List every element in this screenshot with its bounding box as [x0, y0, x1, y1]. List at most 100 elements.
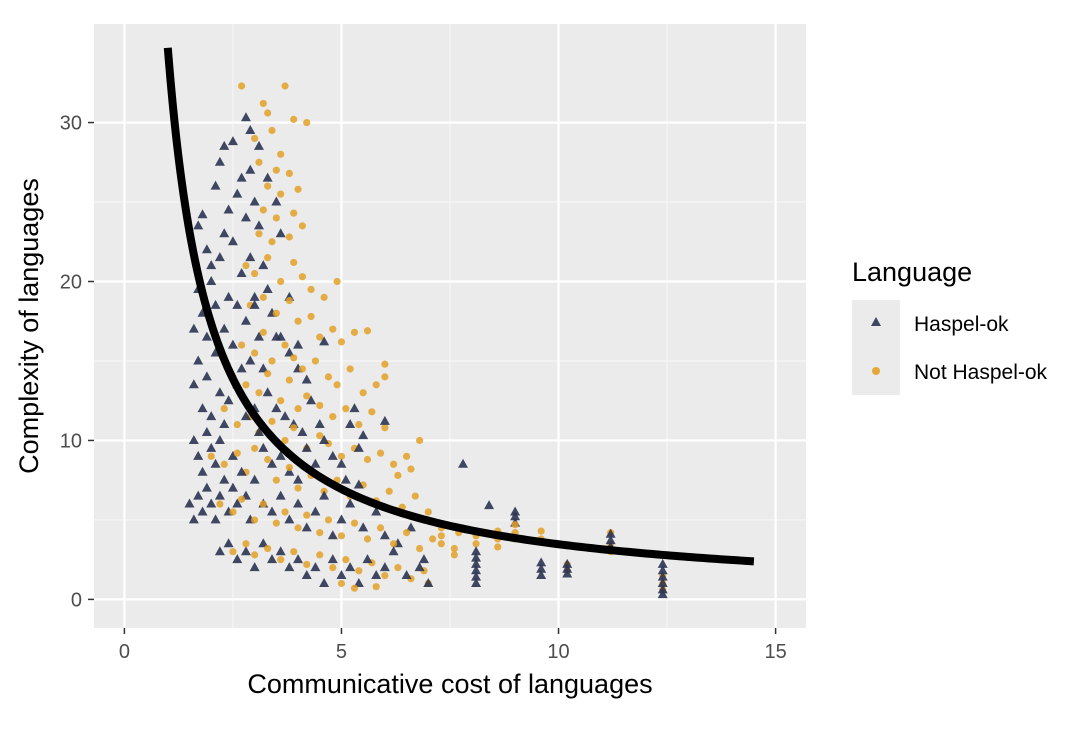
not-haspel-ok-point — [238, 341, 246, 349]
not-haspel-ok-point — [285, 169, 293, 178]
not-haspel-ok-point — [337, 579, 346, 588]
not-haspel-ok-point — [251, 516, 259, 524]
not-haspel-ok-point — [298, 365, 306, 373]
not-haspel-ok-point — [255, 389, 263, 397]
x-tick-label: 10 — [547, 641, 569, 663]
haspel-ok-point — [188, 379, 199, 389]
not-haspel-ok-point — [394, 564, 402, 572]
not-haspel-ok-point — [450, 551, 458, 559]
not-haspel-ok-point — [294, 524, 302, 532]
haspel-ok-point — [353, 442, 364, 452]
not-haspel-ok-point — [294, 317, 302, 325]
not-haspel-ok-point — [216, 500, 224, 508]
not-haspel-ok-point — [324, 373, 333, 381]
haspel-ok-point — [258, 260, 269, 270]
haspel-ok-point — [327, 530, 338, 540]
haspel-ok-point — [253, 220, 264, 230]
haspel-ok-point — [284, 562, 295, 572]
x-tick-label: 0 — [119, 641, 130, 663]
not-haspel-ok-point — [290, 258, 298, 267]
haspel-ok-point — [227, 482, 238, 492]
not-haspel-ok-point — [303, 118, 311, 127]
haspel-ok-point — [210, 458, 221, 468]
haspel-ok-point — [249, 196, 260, 206]
haspel-ok-point — [236, 268, 247, 278]
haspel-ok-point — [362, 554, 373, 564]
not-haspel-ok-point — [281, 82, 289, 90]
not-haspel-ok-point — [238, 82, 246, 90]
not-haspel-ok-point — [264, 254, 272, 262]
not-haspel-ok-point — [251, 444, 259, 452]
haspel-ok-point — [210, 299, 221, 309]
haspel-ok-point — [471, 546, 482, 556]
not-haspel-ok-point — [324, 516, 333, 524]
not-haspel-ok-point — [437, 540, 445, 548]
haspel-ok-point — [353, 479, 364, 489]
haspel-ok-point — [353, 577, 364, 587]
not-haspel-ok-point — [272, 519, 280, 527]
not-haspel-ok-point — [259, 328, 267, 336]
haspel-ok-point — [562, 558, 573, 568]
haspel-ok-point — [253, 140, 264, 150]
haspel-ok-point — [280, 411, 291, 421]
haspel-ok-point — [327, 450, 338, 460]
haspel-ok-point — [240, 112, 251, 122]
y-tick-label: 0 — [71, 589, 82, 611]
haspel-ok-point — [193, 355, 204, 365]
haspel-ok-point — [223, 395, 234, 405]
not-haspel-ok-point — [264, 455, 272, 464]
haspel-ok-point — [258, 538, 269, 548]
haspel-ok-point — [219, 419, 230, 429]
haspel-ok-point — [657, 558, 668, 568]
haspel-ok-point — [227, 136, 238, 146]
haspel-ok-point — [249, 474, 260, 484]
haspel-ok-point — [510, 506, 521, 516]
not-haspel-ok-point — [385, 487, 393, 495]
haspel-ok-point — [605, 535, 616, 545]
haspel-ok-point — [657, 571, 668, 581]
not-haspel-ok-point — [207, 452, 215, 460]
not-haspel-ok-point — [277, 190, 285, 198]
not-haspel-ok-point — [381, 360, 389, 368]
not-haspel-ok-point — [238, 495, 246, 503]
not-haspel-ok-point — [437, 532, 445, 540]
not-haspel-ok-point — [416, 436, 424, 445]
haspel-ok-point — [293, 498, 304, 508]
haspel-ok-point — [245, 164, 256, 174]
haspel-ok-point — [197, 209, 208, 219]
haspel-ok-point — [223, 538, 234, 548]
not-haspel-ok-point — [285, 296, 293, 305]
not-haspel-ok-point — [307, 312, 315, 321]
haspel-ok-point — [214, 434, 225, 444]
not-haspel-ok-point — [333, 381, 341, 389]
haspel-ok-point — [349, 403, 360, 413]
haspel-ok-point — [510, 511, 521, 521]
haspel-ok-point — [240, 315, 251, 325]
y-tick-label: 10 — [60, 430, 82, 452]
haspel-ok-point — [284, 514, 295, 524]
not-haspel-ok-point — [281, 436, 289, 445]
haspel-ok-point — [219, 228, 230, 238]
not-haspel-ok-point — [251, 269, 259, 278]
haspel-ok-point — [197, 506, 208, 516]
haspel-ok-point — [188, 323, 199, 333]
haspel-ok-point — [206, 275, 217, 285]
not-haspel-ok-point — [264, 109, 272, 117]
not-haspel-ok-point — [363, 535, 372, 543]
haspel-ok-point — [201, 426, 212, 436]
haspel-ok-point — [275, 450, 286, 460]
haspel-ok-point — [471, 552, 482, 562]
not-haspel-ok-point — [285, 233, 293, 241]
not-haspel-ok-point — [277, 556, 285, 564]
haspel-ok-point — [297, 426, 308, 436]
not-haspel-ok-point — [429, 535, 437, 543]
haspel-ok-point — [214, 252, 225, 262]
haspel-ok-point — [657, 565, 668, 575]
haspel-ok-point — [379, 530, 390, 540]
not-haspel-ok-point — [494, 543, 502, 551]
not-haspel-ok-point — [359, 389, 367, 397]
haspel-ok-point — [262, 172, 273, 182]
fit-curve — [163, 45, 755, 566]
haspel-ok-point — [301, 442, 312, 452]
not-haspel-ok-point — [298, 273, 306, 281]
